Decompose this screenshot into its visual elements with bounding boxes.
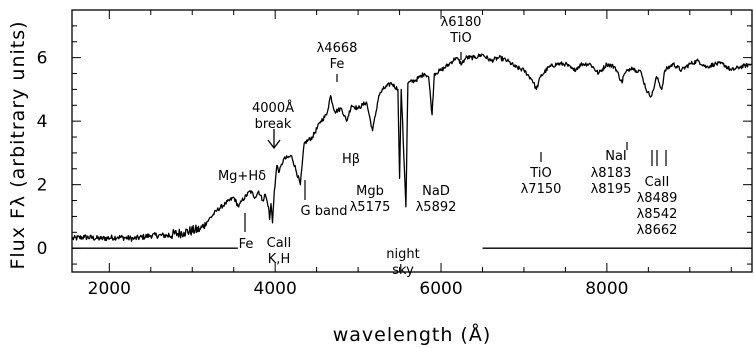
y-tick-label: 4 bbox=[37, 112, 48, 132]
annotation-14-line-0: CaII bbox=[267, 236, 292, 251]
annotation-1-line-1: Fe bbox=[330, 57, 345, 72]
annotation-10-line-1: λ8489 bbox=[637, 191, 678, 206]
x-tick-label: 2000 bbox=[88, 279, 131, 299]
x-axis-label: wavelength (Å) bbox=[333, 323, 492, 346]
x-tick-label: 4000 bbox=[254, 279, 297, 299]
y-tick-label: 2 bbox=[37, 176, 48, 196]
annotation-9-line-0: NaI bbox=[605, 149, 627, 164]
annotation-7-line-1: λ7150 bbox=[521, 182, 562, 197]
series-group bbox=[71, 53, 753, 242]
annotations: λ6180TiOλ4668Fe4000ÅbreakMg+HδHβMgbλ5175… bbox=[218, 15, 677, 278]
annotation-14-line-1: K,H bbox=[268, 252, 290, 267]
annotation-0-line-1: TiO bbox=[449, 31, 471, 46]
annotation-6-line-0: NaD bbox=[422, 184, 450, 199]
plot-frame bbox=[71, 9, 753, 273]
annotation-10-line-2: λ8542 bbox=[637, 207, 678, 222]
tick-labels: 2000 4000 6000 8000 0 2 4 6 bbox=[37, 49, 629, 299]
annotation-11-line-0: G band bbox=[301, 204, 348, 219]
x-tick-label: 6000 bbox=[419, 279, 462, 299]
annotation-10-line-3: λ8662 bbox=[637, 223, 678, 238]
break-arrow-head bbox=[267, 139, 281, 150]
annotation-markers bbox=[244, 52, 667, 232]
annotation-5-line-0: Mgb bbox=[356, 184, 384, 199]
annotation-3-line-0: Mg+Hδ bbox=[218, 169, 266, 184]
y-tick-label: 6 bbox=[37, 49, 48, 69]
annotation-5-line-1: λ5175 bbox=[350, 200, 391, 215]
annotation-4-line-0: Hβ bbox=[342, 152, 360, 167]
spectrum-line bbox=[71, 53, 753, 242]
annotation-8-line-0: λ8183 bbox=[591, 166, 632, 181]
annotation-6-line-1: λ5892 bbox=[416, 200, 457, 215]
annotation-8-line-1: λ8195 bbox=[591, 182, 632, 197]
annotation-12-line-1: sky bbox=[392, 263, 414, 278]
annotation-7-line-0: TiO bbox=[529, 166, 551, 181]
annotation-12-line-0: night bbox=[386, 247, 419, 262]
y-axis-label: Flux Fλ (arbitrary units) bbox=[7, 20, 29, 269]
annotation-0-line-0: λ6180 bbox=[441, 15, 482, 30]
annotation-10-line-0: CaII bbox=[645, 175, 670, 190]
annotation-2-line-0: 4000Å bbox=[252, 100, 294, 116]
plot-area-border bbox=[71, 9, 753, 273]
y-tick-label: 0 bbox=[37, 239, 48, 259]
x-tick-label: 8000 bbox=[585, 279, 628, 299]
annotation-1-line-0: λ4668 bbox=[317, 41, 358, 56]
annotation-13-line-0: Fe bbox=[239, 237, 254, 252]
annotation-2-line-1: break bbox=[255, 117, 292, 132]
axis-ticks bbox=[72, 10, 752, 272]
